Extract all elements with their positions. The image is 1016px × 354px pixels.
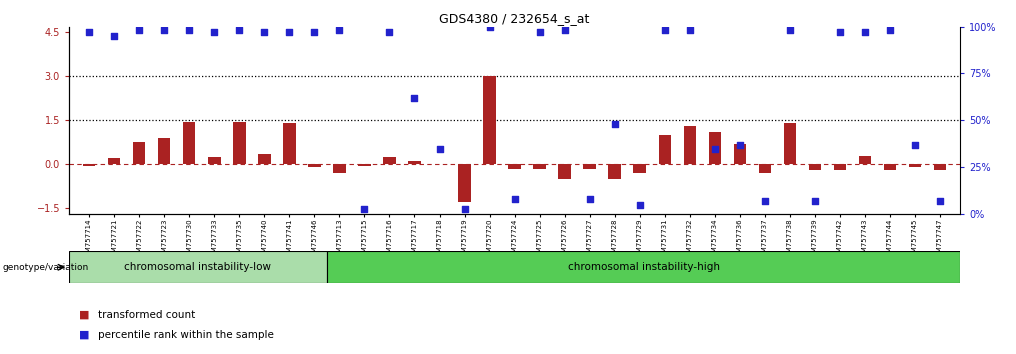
Point [507,196,523,202]
Bar [208,157,220,164]
Bar [908,164,922,167]
Point [531,29,548,35]
Point [682,28,698,33]
Bar [383,157,395,164]
Bar [533,164,546,169]
Bar [508,164,521,169]
Bar [684,126,696,164]
Bar [183,122,195,164]
Bar [609,164,621,179]
Bar [258,154,270,164]
Bar [408,161,421,164]
Point [882,28,898,33]
Point [432,146,448,152]
Text: percentile rank within the sample: percentile rank within the sample [98,330,273,339]
Text: chromosomal instability-high: chromosomal instability-high [568,262,719,272]
Bar [583,164,596,169]
Bar [484,76,496,164]
Bar [233,122,246,164]
Point [456,206,472,211]
Text: ■: ■ [79,330,89,339]
Point [757,198,773,204]
Point [907,142,924,148]
Text: chromosomal instability-low: chromosomal instability-low [125,262,271,272]
Point [156,28,173,33]
Point [406,95,423,101]
Point [181,28,197,33]
Bar [884,164,896,170]
Bar [934,164,946,170]
Point [281,29,298,35]
Point [807,198,823,204]
Point [106,33,122,39]
Point [357,206,373,211]
Point [482,24,498,29]
Bar [634,164,646,173]
Bar [809,164,821,170]
Point [832,29,848,35]
Bar [157,138,171,164]
Bar [308,164,321,167]
Point [331,28,347,33]
Point [932,198,948,204]
Bar [783,123,797,164]
Bar [333,164,345,173]
Bar [133,142,145,164]
Bar [83,164,96,166]
Bar [859,155,872,164]
Text: ■: ■ [79,310,89,320]
Point [381,29,397,35]
Bar [734,144,746,164]
Bar [458,164,470,202]
Point [131,28,147,33]
Bar [327,251,960,283]
Bar [283,123,296,164]
Title: GDS4380 / 232654_s_at: GDS4380 / 232654_s_at [439,12,590,25]
Text: transformed count: transformed count [98,310,195,320]
Bar [108,159,121,164]
Point [781,28,798,33]
Bar [359,164,371,166]
Point [206,29,223,35]
Bar [69,251,327,283]
Bar [759,164,771,173]
Text: genotype/variation: genotype/variation [2,263,88,272]
Point [632,202,648,207]
Point [232,28,248,33]
Point [581,196,597,202]
Point [856,29,873,35]
Point [732,142,748,148]
Bar [708,132,721,164]
Point [306,29,322,35]
Point [607,121,623,127]
Point [656,28,673,33]
Bar [834,164,846,170]
Bar [658,135,671,164]
Point [707,146,723,152]
Point [256,29,272,35]
Point [557,28,573,33]
Point [81,29,98,35]
Bar [559,164,571,179]
